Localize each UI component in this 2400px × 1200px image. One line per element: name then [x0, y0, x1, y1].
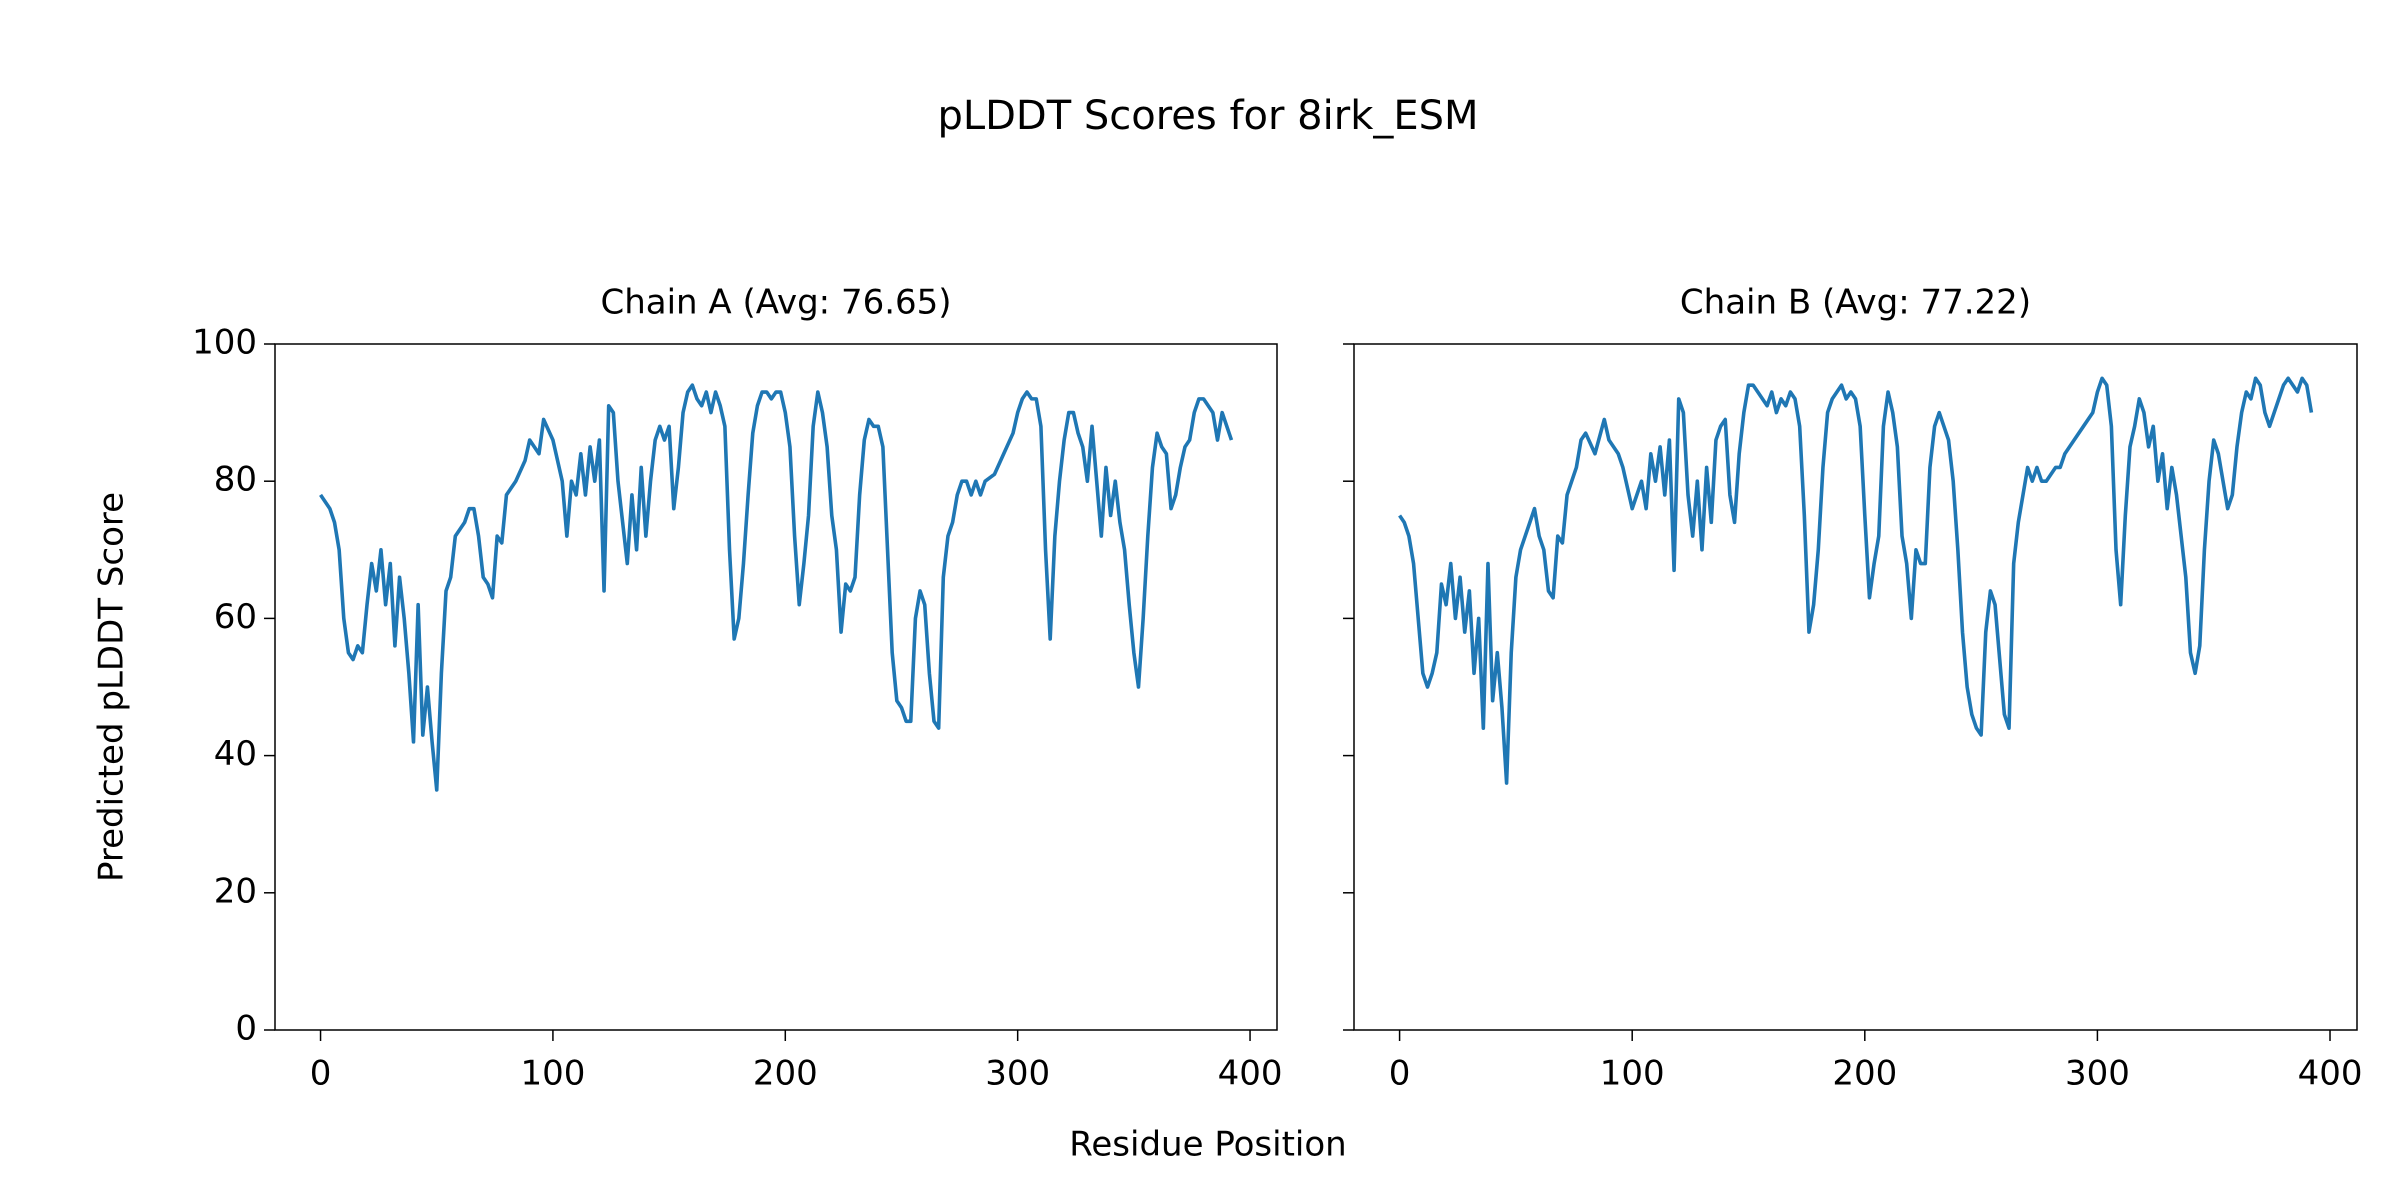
y-tick-label: 40: [214, 734, 257, 774]
score-line: [1398, 376, 2314, 785]
subplot-title: Chain B (Avg: 77.22): [1680, 283, 2031, 323]
y-tick-label: 100: [192, 323, 257, 363]
axes-frame: [1353, 343, 2358, 1031]
figure-title: pLDDT Scores for 8irk_ESM: [937, 93, 1478, 139]
y-tick-label: 0: [235, 1009, 257, 1049]
axes-frame: [274, 343, 1278, 1031]
y-tick-label: 20: [214, 871, 257, 911]
x-tick-label: 400: [1218, 1054, 1283, 1094]
x-tick-label: 0: [310, 1054, 332, 1094]
subplot-title: Chain A (Avg: 76.65): [600, 283, 951, 323]
y-tick-label: 60: [214, 597, 257, 637]
x-tick-label: 300: [985, 1054, 1050, 1094]
x-tick-label: 200: [1832, 1054, 1897, 1094]
y-tick-label: 80: [214, 460, 257, 500]
x-tick-label: 100: [1600, 1054, 1665, 1094]
x-tick-label: 0: [1389, 1054, 1411, 1094]
x-tick-label: 200: [753, 1054, 818, 1094]
y-axis-label: Predicted pLDDT Score: [92, 492, 132, 882]
score-line: [319, 383, 1234, 792]
x-tick-label: 400: [2298, 1054, 2363, 1094]
x-tick-label: 300: [2065, 1054, 2130, 1094]
x-axis-label: Residue Position: [1069, 1125, 1346, 1165]
x-tick-label: 100: [520, 1054, 585, 1094]
